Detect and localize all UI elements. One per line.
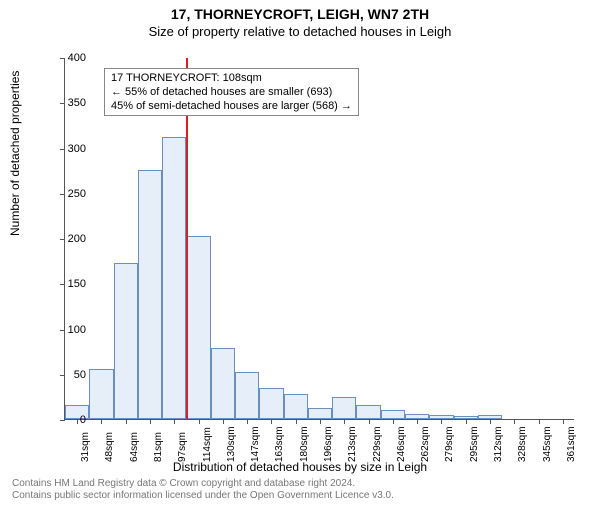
- x-tick-label: 31sqm: [80, 432, 91, 462]
- y-tick-label: 400: [26, 53, 86, 64]
- x-tick-label: 213sqm: [347, 426, 358, 462]
- x-tick-mark: [490, 419, 491, 424]
- histogram-bar: [381, 410, 405, 419]
- x-tick-label: 229sqm: [372, 426, 383, 462]
- x-tick-mark: [150, 419, 151, 424]
- x-tick-label: 64sqm: [129, 432, 140, 462]
- x-tick-label: 81sqm: [153, 432, 164, 462]
- histogram-bar: [211, 348, 235, 419]
- histogram-bar: [259, 388, 283, 419]
- x-tick-label: 130sqm: [226, 426, 237, 462]
- x-tick-label: 262sqm: [420, 426, 431, 462]
- x-tick-mark: [563, 419, 564, 424]
- histogram-bar: [332, 397, 356, 419]
- x-tick-mark: [126, 419, 127, 424]
- x-tick-mark: [271, 419, 272, 424]
- x-tick-mark: [344, 419, 345, 424]
- x-tick-label: 328sqm: [517, 426, 528, 462]
- x-tick-mark: [466, 419, 467, 424]
- y-tick-label: 100: [26, 325, 86, 336]
- histogram-bar: [89, 369, 113, 419]
- histogram-bar: [186, 236, 210, 419]
- x-axis-label: Distribution of detached houses by size …: [0, 460, 600, 474]
- annotation-line2: ← 55% of detached houses are smaller (69…: [111, 85, 352, 99]
- x-tick-mark: [369, 419, 370, 424]
- y-tick-label: 300: [26, 144, 86, 155]
- x-tick-label: 196sqm: [323, 426, 334, 462]
- x-tick-label: 97sqm: [177, 432, 188, 462]
- histogram-bar: [284, 394, 308, 419]
- histogram-bar: [235, 372, 259, 419]
- annotation-box: 17 THORNEYCROFT: 108sqm ← 55% of detache…: [104, 68, 359, 116]
- y-tick-label: 150: [26, 279, 86, 290]
- x-tick-label: 295sqm: [469, 426, 480, 462]
- x-tick-label: 246sqm: [396, 426, 407, 462]
- y-axis-label: Number of detached properties: [8, 71, 22, 236]
- x-tick-mark: [101, 419, 102, 424]
- y-tick-label: 50: [26, 370, 86, 381]
- x-tick-label: 163sqm: [274, 426, 285, 462]
- x-tick-label: 180sqm: [299, 426, 310, 462]
- y-tick-label: 250: [26, 189, 86, 200]
- x-tick-mark: [247, 419, 248, 424]
- x-tick-mark: [514, 419, 515, 424]
- histogram-bar: [162, 137, 186, 419]
- x-tick-mark: [320, 419, 321, 424]
- footer-line1: Contains HM Land Registry data © Crown c…: [12, 478, 394, 490]
- x-tick-label: 312sqm: [493, 426, 504, 462]
- histogram-bar: [114, 263, 138, 419]
- footer-line2: Contains public sector information licen…: [12, 490, 394, 502]
- histogram-bar: [138, 170, 162, 419]
- x-tick-mark: [539, 419, 540, 424]
- plot-area: 17 THORNEYCROFT: 108sqm ← 55% of detache…: [64, 58, 574, 420]
- x-tick-mark: [441, 419, 442, 424]
- x-tick-mark: [174, 419, 175, 424]
- x-tick-label: 48sqm: [104, 432, 115, 462]
- x-tick-mark: [199, 419, 200, 424]
- footer-attribution: Contains HM Land Registry data © Crown c…: [12, 478, 394, 502]
- chart-container: 17, THORNEYCROFT, LEIGH, WN7 2TH Size of…: [0, 6, 600, 506]
- x-tick-mark: [417, 419, 418, 424]
- x-tick-label: 361sqm: [566, 426, 577, 462]
- x-tick-label: 345sqm: [542, 426, 553, 462]
- histogram-bar: [308, 408, 332, 419]
- x-tick-mark: [296, 419, 297, 424]
- annotation-line3: 45% of semi-detached houses are larger (…: [111, 99, 352, 113]
- x-tick-label: 114sqm: [202, 427, 213, 462]
- x-tick-mark: [393, 419, 394, 424]
- y-tick-label: 0: [26, 415, 86, 426]
- histogram-bar: [356, 405, 380, 419]
- x-tick-label: 279sqm: [444, 426, 455, 462]
- annotation-line1: 17 THORNEYCROFT: 108sqm: [111, 71, 352, 85]
- y-tick-label: 200: [26, 234, 86, 245]
- chart-subtitle: Size of property relative to detached ho…: [0, 24, 600, 39]
- y-tick-label: 350: [26, 98, 86, 109]
- x-tick-mark: [223, 419, 224, 424]
- x-tick-label: 147sqm: [250, 426, 261, 462]
- chart-title: 17, THORNEYCROFT, LEIGH, WN7 2TH: [0, 6, 600, 22]
